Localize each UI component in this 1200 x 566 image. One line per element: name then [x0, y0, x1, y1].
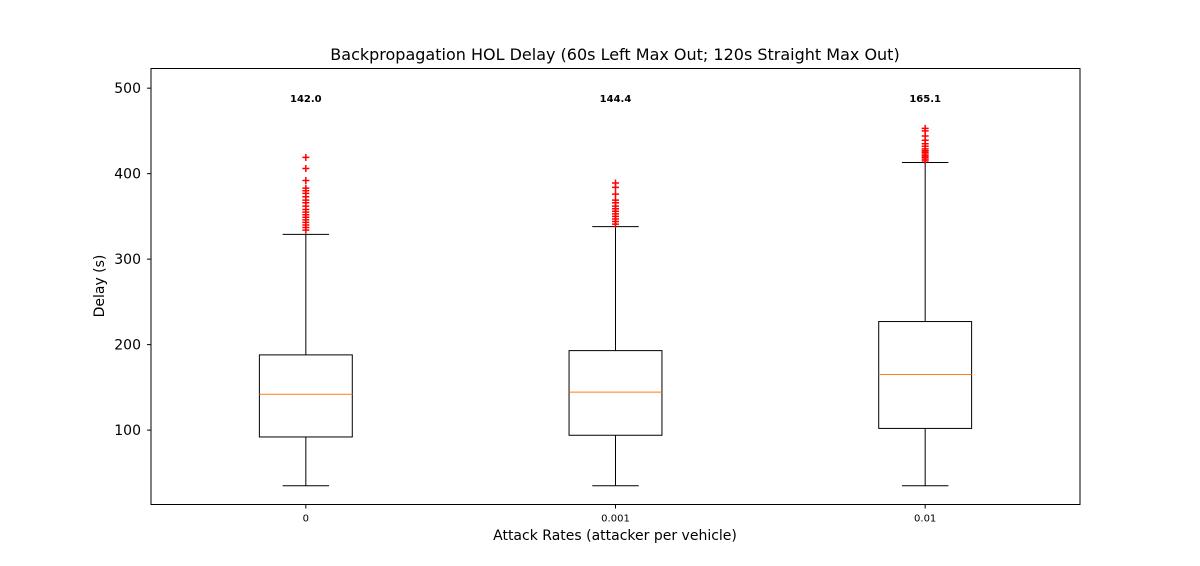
y-tick-label: 100: [114, 423, 141, 439]
outlier-point: [302, 165, 310, 173]
plot-area: 100 200 300 400 500 0 0.001 0.01 142.0 144.4 165.1: [114, 81, 973, 525]
x-tick-label: 0: [303, 514, 309, 525]
outlier-point: [302, 176, 310, 184]
outlier-point: [612, 190, 619, 198]
median-annotation: 144.4: [600, 94, 632, 105]
y-tick-label: 500: [114, 81, 141, 97]
outlier-point: [302, 184, 310, 192]
x-tick-label: 0.001: [601, 514, 630, 525]
y-tick-label: 200: [114, 338, 141, 354]
box: [878, 321, 973, 429]
outlier-point: [612, 196, 619, 204]
y-axis-label: Delay (s): [92, 255, 108, 318]
x-axis-label: Attack Rates (attacker per vehicle): [493, 528, 737, 544]
box: [568, 350, 663, 436]
y-tick-label: 300: [114, 252, 141, 268]
box: [258, 354, 353, 438]
outlier-point: [612, 179, 619, 187]
y-tick-label: 400: [114, 167, 141, 183]
x-tick-label: 0.01: [914, 514, 936, 525]
chart-title: Backpropagation HOL Delay (60s Left Max …: [330, 45, 899, 64]
outlier-point: [302, 153, 310, 161]
outlier-point: [921, 124, 929, 132]
median-annotation: 142.0: [290, 94, 322, 105]
median-annotation: 165.1: [909, 94, 941, 105]
plot-frame: [150, 68, 1081, 505]
